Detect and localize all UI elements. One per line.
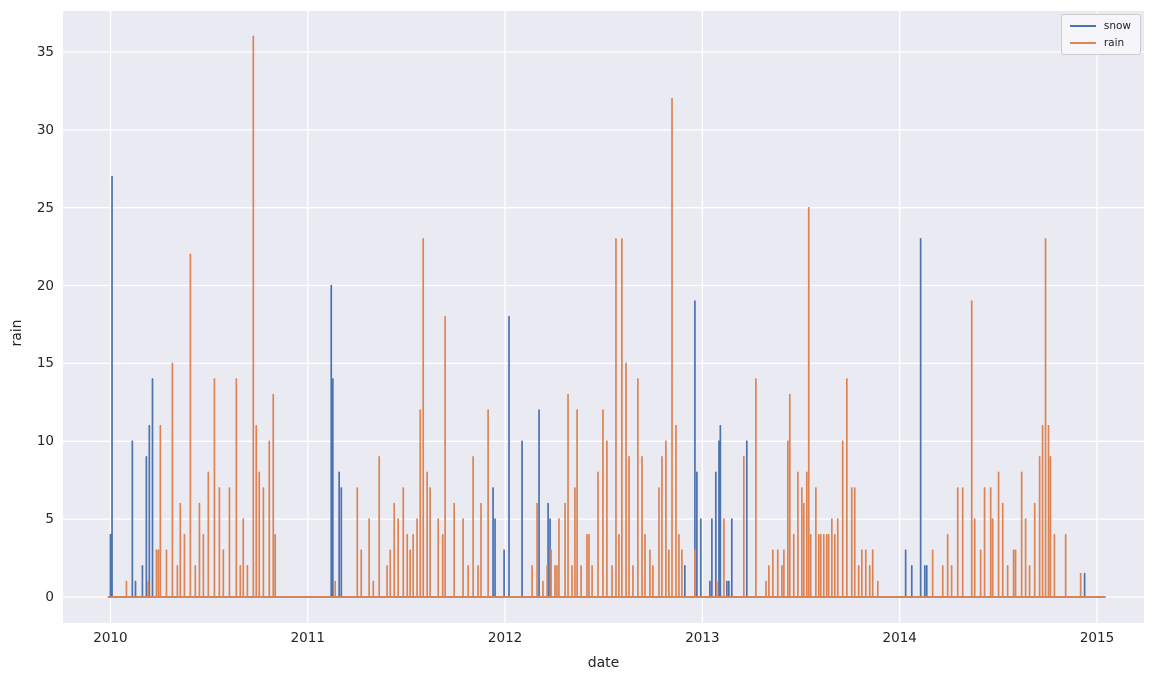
y-tick-label: 0: [45, 588, 54, 605]
y-tick-label: 10: [36, 433, 54, 450]
rain-line-sample: [1069, 42, 1096, 44]
x-tick-label: 2014: [882, 630, 917, 646]
x-tick-label: 2012: [487, 630, 523, 646]
plot-area: snow rain: [63, 11, 1144, 623]
y-tick-label: 35: [36, 43, 54, 60]
y-tick-label: 5: [45, 511, 54, 528]
x-axis-label: date: [587, 655, 620, 671]
legend-entry-rain: rain: [1069, 37, 1131, 49]
x-tick-label: 2013: [685, 630, 720, 646]
series-line-rain: [107, 35, 1106, 598]
x-tick-label: 2010: [93, 630, 128, 646]
legend-label-rain: rain: [1103, 37, 1125, 49]
legend-label-snow: snow: [1103, 20, 1131, 32]
legend: snow rain: [1060, 14, 1141, 55]
snow-line-sample: [1069, 25, 1096, 27]
y-tick-label: 30: [36, 121, 54, 138]
y-tick-label: 25: [36, 199, 54, 216]
series-line-snow: [107, 175, 1106, 598]
x-tick-label: 2011: [290, 630, 325, 646]
legend-entry-snow: snow: [1069, 20, 1131, 32]
y-tick-label: 15: [36, 355, 54, 372]
x-tick-label: 2015: [1079, 630, 1115, 646]
y-tick-label: 20: [36, 277, 54, 294]
y-axis-label: rain: [9, 319, 25, 347]
chart-canvas: [63, 11, 1144, 623]
